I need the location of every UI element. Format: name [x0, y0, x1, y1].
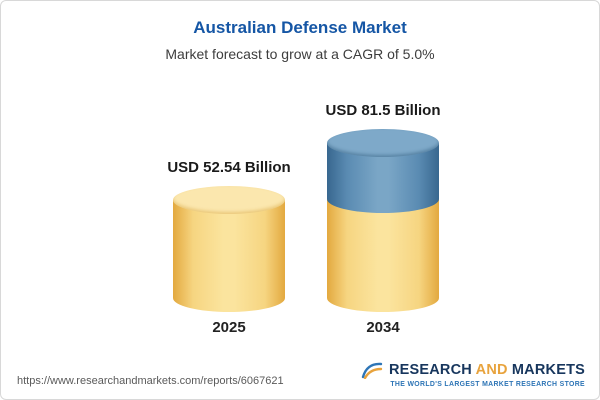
bar-2025-top-ellipse: [173, 186, 285, 214]
value-label-2025: USD 52.54 Billion: [167, 159, 291, 176]
chart-subtitle: Market forecast to grow at a CAGR of 5.0…: [165, 46, 435, 62]
axis-label-2034: 2034: [366, 319, 400, 336]
logo-tagline: THE WORLD'S LARGEST MARKET RESEARCH STOR…: [390, 381, 585, 388]
logo-word-research: RESEARCH: [388, 362, 472, 378]
chart-title: Australian Defense Market: [193, 18, 407, 37]
value-label-2034: USD 81.5 Billion: [325, 102, 441, 119]
bar-2025-cylinder: [173, 186, 285, 312]
report-url-link[interactable]: https://www.researchandmarkets.com/repor…: [17, 375, 284, 387]
bar-2034-top-ellipse: [327, 129, 439, 157]
bar-2034-cylinder: [327, 129, 439, 312]
logo-wordmark: RESEARCH AND MARKETS: [389, 362, 585, 378]
axis-label-2025: 2025: [212, 319, 246, 336]
logo-word-markets: MARKETS: [511, 362, 585, 378]
researchandmarkets-logo: RESEARCH AND MARKETS THE WORLD'S LARGEST…: [361, 361, 585, 388]
logo-mark-icon: [361, 361, 383, 379]
bar-2025-body: [173, 200, 285, 312]
bar-2034-base-segment: [327, 199, 439, 312]
logo-word-and: AND: [475, 362, 508, 378]
